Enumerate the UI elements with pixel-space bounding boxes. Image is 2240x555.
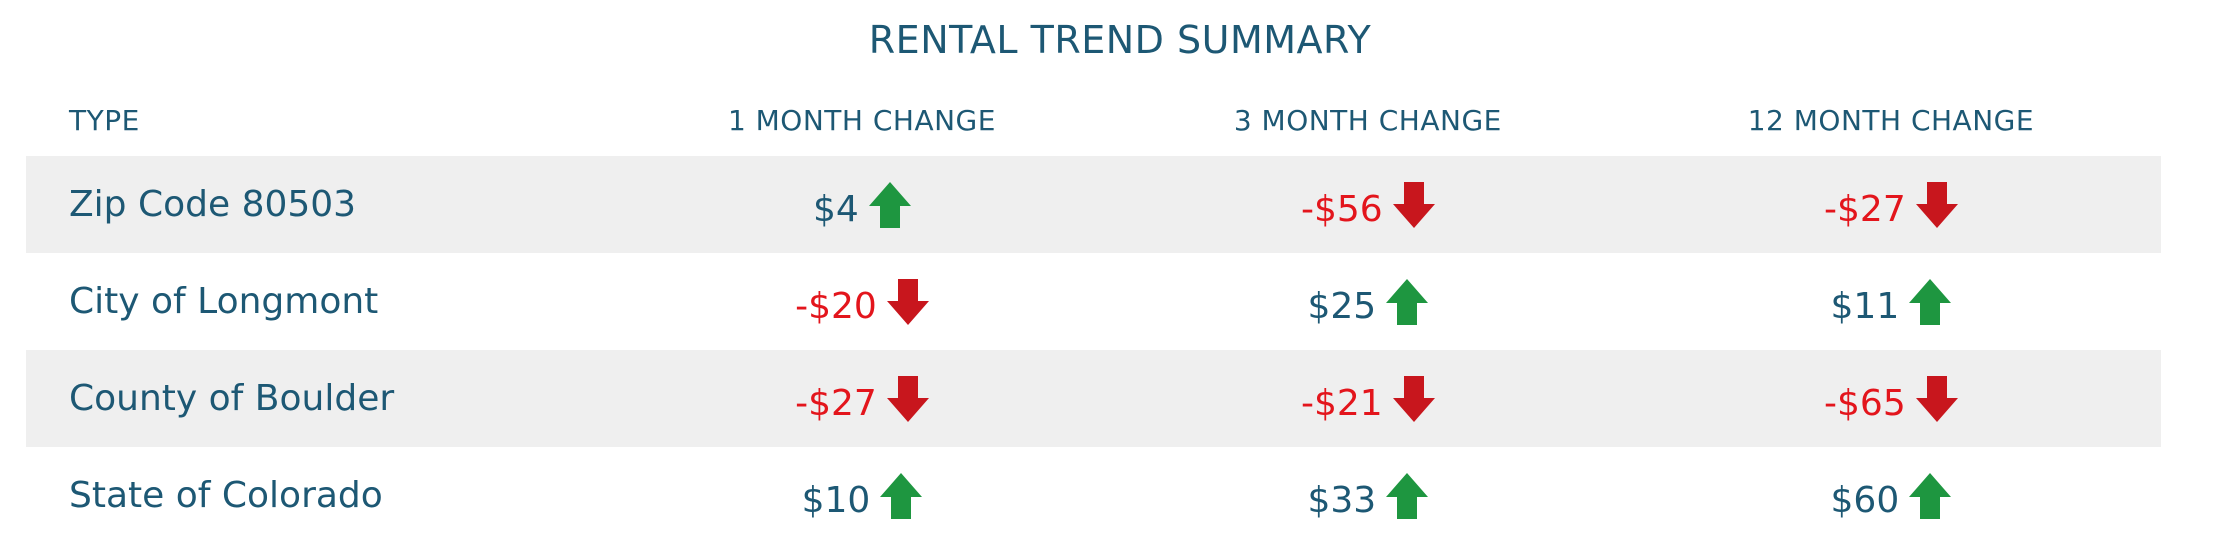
change-value: $60 xyxy=(1830,472,1952,521)
table-row: State of Colorado $10 $33 $60 xyxy=(26,447,2161,544)
change-cell: $60 xyxy=(1621,447,2161,544)
value-text: -$20 xyxy=(795,286,877,327)
arrow-up xyxy=(1386,472,1429,519)
arrow-up xyxy=(1909,472,1952,519)
arrow-shape xyxy=(1915,181,1958,228)
column-header: 1 MONTH CHANGE xyxy=(727,103,996,137)
change-value: $25 xyxy=(1307,278,1429,327)
value-text: $4 xyxy=(813,189,859,230)
value-text: $25 xyxy=(1307,286,1377,327)
table-row: Zip Code 80503 $4 -$56 -$27 xyxy=(26,156,2161,253)
change-value: -$27 xyxy=(1824,181,1958,230)
change-cell: $33 xyxy=(1115,447,1621,544)
arrow-down xyxy=(1392,375,1435,422)
row-label: City of Longmont xyxy=(69,281,379,322)
value-text: -$65 xyxy=(1824,383,1906,424)
column-header: 3 MONTH CHANGE xyxy=(1233,103,1502,137)
column-header: 12 MONTH CHANGE xyxy=(1747,103,2035,137)
arrow-down xyxy=(1915,375,1958,422)
table-row: County of Boulder -$27 -$21 -$65 xyxy=(26,350,2161,447)
arrow-up xyxy=(1386,278,1429,325)
arrow-shape xyxy=(1909,472,1952,519)
arrow-shape xyxy=(880,472,923,519)
row-label: State of Colorado xyxy=(69,475,383,516)
table-row: City of Longmont -$20 $25 $11 xyxy=(26,253,2161,350)
value-text: $10 xyxy=(801,480,871,521)
change-value: $10 xyxy=(801,472,923,521)
trend-table: TYPE 1 MONTH CHANGE 3 MONTH CHANGE 12 MONTH… xyxy=(26,84,2161,544)
arrow-up xyxy=(880,472,923,519)
header-row: TYPE 1 MONTH CHANGE 3 MONTH CHANGE 12 MONTH… xyxy=(26,84,2161,156)
arrow-shape xyxy=(1909,278,1952,325)
change-value: $11 xyxy=(1830,278,1952,327)
row-label: Zip Code 80503 xyxy=(26,156,609,253)
arrow-up xyxy=(1909,278,1952,325)
title: RENTAL TREND SUMMARY xyxy=(868,18,1372,62)
column-header: TYPE xyxy=(69,103,140,137)
arrow-up xyxy=(868,181,911,228)
arrow-shape xyxy=(886,375,929,422)
arrow-shape xyxy=(1386,472,1429,519)
change-value: -$21 xyxy=(1300,375,1435,424)
arrow-shape xyxy=(886,278,929,325)
value-text: -$56 xyxy=(1300,189,1383,230)
change-cell: $25 xyxy=(1115,253,1621,350)
value-text: $33 xyxy=(1307,480,1377,521)
change-value: $4 xyxy=(813,181,911,230)
arrow-down xyxy=(886,278,929,325)
arrow-shape xyxy=(1392,375,1435,422)
row-label: County of Boulder xyxy=(26,350,609,447)
value-text: $11 xyxy=(1830,286,1900,327)
change-cell: -$27 xyxy=(609,350,1115,447)
arrow-down xyxy=(1915,181,1958,228)
change-value: -$20 xyxy=(795,278,929,327)
arrow-shape xyxy=(1386,278,1429,325)
value-text: $60 xyxy=(1830,480,1900,521)
change-cell: $11 xyxy=(1621,253,2161,350)
change-cell: -$20 xyxy=(609,253,1115,350)
change-cell: -$27 xyxy=(1620,156,2161,253)
change-cell: -$21 xyxy=(1114,350,1621,447)
value-text: -$27 xyxy=(795,383,877,424)
arrow-shape xyxy=(1915,375,1958,422)
arrow-shape xyxy=(1392,181,1435,228)
change-value: -$65 xyxy=(1824,375,1958,424)
change-cell: $10 xyxy=(609,447,1115,544)
change-cell: -$65 xyxy=(1620,350,2161,447)
value-text: -$21 xyxy=(1300,383,1383,424)
arrow-down xyxy=(886,375,929,422)
change-cell: -$56 xyxy=(1114,156,1621,253)
table-body: Zip Code 80503 $4 -$56 -$27 City of Longmont… xyxy=(26,156,2161,544)
value-text: -$27 xyxy=(1824,189,1906,230)
change-value: $33 xyxy=(1307,472,1429,521)
change-cell: $4 xyxy=(609,156,1115,253)
change-value: -$56 xyxy=(1300,181,1435,230)
arrow-shape xyxy=(868,181,911,228)
arrow-down xyxy=(1392,181,1435,228)
change-value: -$27 xyxy=(795,375,929,424)
